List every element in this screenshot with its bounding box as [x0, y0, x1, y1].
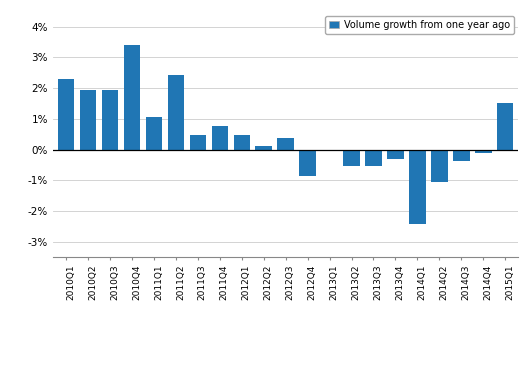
Bar: [431, 150, 448, 183]
Bar: [299, 150, 316, 176]
Bar: [497, 104, 514, 150]
Bar: [124, 45, 140, 150]
Bar: [80, 90, 96, 150]
Bar: [453, 150, 470, 161]
Bar: [409, 150, 426, 224]
Bar: [387, 150, 404, 160]
Bar: [212, 126, 228, 150]
Bar: [256, 146, 272, 150]
Legend: Volume growth from one year ago: Volume growth from one year ago: [325, 16, 514, 34]
Bar: [145, 117, 162, 150]
Bar: [321, 150, 338, 151]
Bar: [189, 135, 206, 150]
Bar: [475, 150, 491, 153]
Bar: [168, 75, 184, 150]
Bar: [365, 150, 382, 166]
Bar: [233, 135, 250, 150]
Bar: [58, 79, 74, 150]
Bar: [102, 90, 118, 150]
Bar: [343, 150, 360, 166]
Bar: [277, 138, 294, 150]
